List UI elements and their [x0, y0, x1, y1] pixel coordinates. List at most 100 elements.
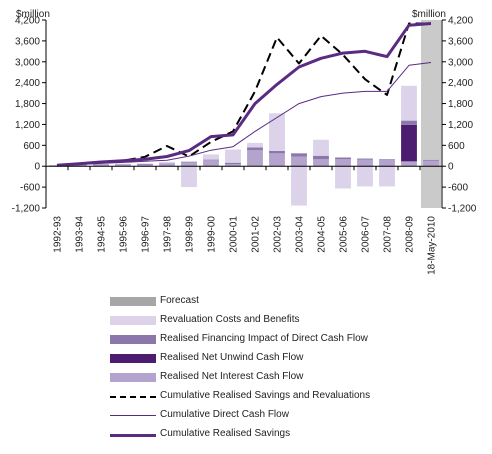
bar [203, 159, 219, 161]
y-tick-label-right: 4,200 [448, 16, 473, 27]
legend-item: Forecast [110, 293, 410, 312]
bar [313, 139, 329, 156]
legend-swatch [110, 373, 156, 382]
bar [269, 150, 285, 154]
bar [335, 157, 351, 160]
bar [71, 165, 87, 167]
bar [93, 164, 109, 167]
legend-swatch [110, 354, 156, 363]
legend-label: Cumulative Realised Savings [160, 428, 291, 439]
x-tick-label: 18-May-2010 [427, 216, 438, 275]
bar [225, 149, 241, 163]
bar [181, 161, 197, 163]
bar [181, 162, 197, 167]
x-tick-label: 1998-99 [185, 216, 196, 253]
bar [49, 165, 65, 166]
legend-item: Realised Net Unwind Cash Flow [110, 350, 410, 369]
bar [203, 160, 219, 167]
legend-swatch [110, 335, 156, 344]
bar [115, 164, 131, 167]
legend-item: Cumulative Realised Savings [110, 426, 410, 445]
bar [93, 164, 109, 165]
bar [401, 85, 417, 121]
bar [401, 120, 417, 125]
bar [203, 154, 219, 160]
x-tick-label: 1994-95 [97, 216, 108, 253]
legend-label: Forecast [160, 295, 199, 306]
y-tick-label-left: 1,200 [15, 120, 40, 131]
bar [137, 164, 153, 167]
bar [291, 166, 307, 206]
bar [291, 153, 307, 157]
bar [93, 163, 109, 165]
bar [423, 160, 439, 167]
y-tick-label-left: -600 [20, 183, 40, 194]
legend-label: Cumulative Realised Savings and Revaluat… [160, 390, 371, 401]
y-tick-label-right: -600 [448, 183, 468, 194]
legend-swatch [110, 396, 156, 398]
bar [401, 161, 417, 167]
bar [313, 155, 329, 160]
x-tick-label: 2004-05 [317, 216, 328, 253]
x-tick-label: 2007-08 [383, 216, 394, 253]
x-tick-label: 2002-03 [273, 216, 284, 253]
y-tick-label-left: 3,600 [15, 36, 40, 47]
bar [423, 159, 439, 161]
bar [159, 161, 175, 164]
bar [225, 164, 241, 167]
y-tick-label-right: 600 [448, 141, 465, 152]
bar [357, 166, 373, 187]
x-tick-label: 2000-01 [229, 216, 240, 253]
legend-swatch [110, 297, 156, 306]
legend-item: Realised Net Interest Cash Flow [110, 369, 410, 388]
x-tick-label: 1993-94 [75, 216, 86, 253]
bar [291, 156, 307, 167]
x-tick-label: 2001-02 [251, 216, 262, 253]
bar [181, 166, 197, 188]
bar [335, 166, 351, 189]
y-tick-label-right: 1,200 [448, 120, 473, 131]
y-tick-label-right: 1,800 [448, 99, 473, 110]
x-tick-label: 2003-04 [295, 216, 306, 253]
bar [115, 163, 131, 165]
x-tick-label: 2006-07 [361, 216, 372, 253]
y-tick-label-left: -1,200 [12, 204, 41, 215]
y-tick-label-left: 1,800 [15, 99, 40, 110]
bar [159, 163, 175, 167]
x-tick-label: 2008-09 [405, 216, 416, 253]
y-tick-label-left: 0 [34, 162, 40, 173]
bar [379, 159, 395, 160]
y-tick-label-right: -1,200 [448, 204, 477, 215]
bar [137, 163, 153, 165]
bar [247, 147, 263, 151]
bar [115, 164, 131, 165]
bar [379, 159, 395, 167]
series-line [56, 22, 431, 167]
y-tick-label-left: 600 [23, 141, 40, 152]
y-tick-label-left: 3,000 [15, 57, 40, 68]
legend-item: Cumulative Direct Cash Flow [110, 407, 410, 426]
y-axis-unit-right: $million [412, 9, 446, 20]
bar [357, 159, 373, 167]
bar [335, 159, 351, 167]
y-tick-label-left: 4,200 [15, 16, 40, 27]
bar [137, 163, 153, 164]
legend-label: Realised Net Interest Cash Flow [160, 371, 304, 382]
legend-swatch [110, 415, 156, 416]
legend-label: Realised Financing Impact of Direct Cash… [160, 333, 368, 344]
y-tick-label-right: 2,400 [448, 78, 473, 89]
legend-item: Revaluation Costs and Benefits [110, 312, 410, 331]
legend-swatch [110, 316, 156, 325]
x-tick-label: 1999-00 [207, 216, 218, 253]
x-tick-label: 1995-96 [119, 216, 130, 253]
legend-label: Realised Net Unwind Cash Flow [160, 352, 304, 363]
bar [313, 159, 329, 167]
legend-item: Realised Financing Impact of Direct Cash… [110, 331, 410, 350]
bar [247, 142, 263, 148]
legend-item: Cumulative Realised Savings and Revaluat… [110, 388, 410, 407]
y-tick-label-right: 3,600 [448, 36, 473, 47]
x-tick-label: 1992-93 [53, 216, 64, 253]
bar [357, 158, 373, 160]
legend-swatch [110, 434, 156, 437]
series-line [56, 22, 432, 167]
